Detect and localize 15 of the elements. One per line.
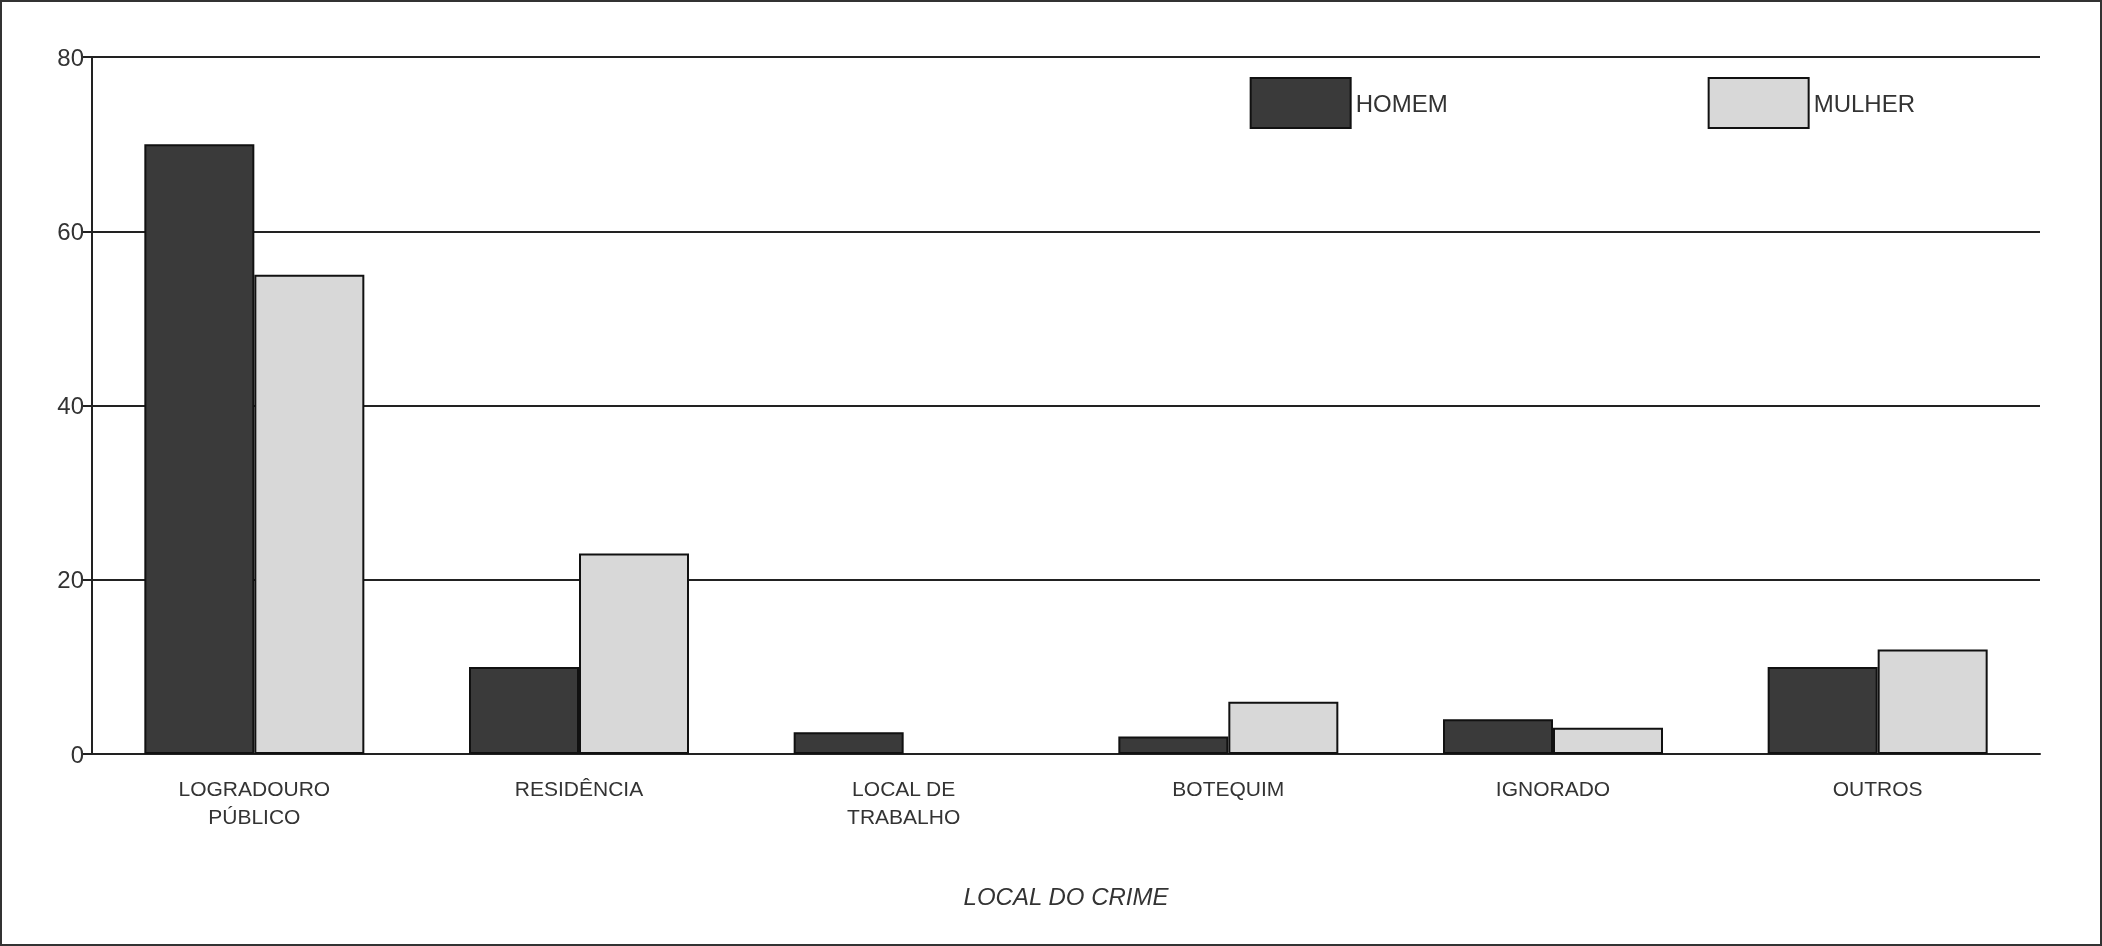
x-tick-label: RESIDÊNCIA xyxy=(514,776,644,800)
bar xyxy=(793,732,904,754)
x-tick-label: LOGRADOURO PÚBLICO xyxy=(178,776,331,828)
y-tick-label: 40 xyxy=(57,392,84,419)
legend-label: MULHER xyxy=(1813,89,1915,117)
legend-label: HOMEM xyxy=(1355,89,1448,117)
x-axis-title: LOCAL DO CRIME xyxy=(963,882,1170,910)
x-tick-label: LOCAL DE TRABALHO xyxy=(847,776,961,828)
y-tick-label: 20 xyxy=(57,566,84,594)
y-tick-label: 0 xyxy=(70,740,84,768)
x-tick-label: BOTEQUIM xyxy=(1172,776,1285,800)
y-tick-label: 60 xyxy=(57,217,84,245)
x-tick-label: IGNORADO xyxy=(1495,776,1611,800)
x-tick-label: OUTROS xyxy=(1832,776,1923,800)
y-tick-label: 80 xyxy=(57,43,84,71)
